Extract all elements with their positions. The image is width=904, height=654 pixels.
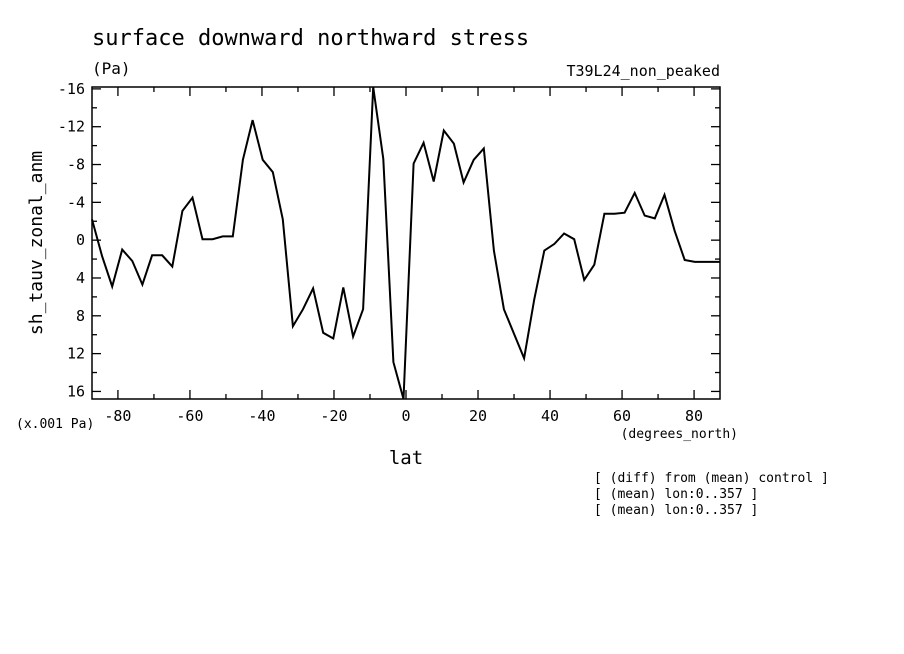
x-tick-label: 20 <box>469 407 487 425</box>
x-axis-ticks <box>117 87 695 399</box>
y-tick-label: 8 <box>76 307 85 325</box>
y-axis-label: sh_tauv_zonal_anm <box>26 151 47 335</box>
x-tick-label: -60 <box>176 407 203 425</box>
y-tick-label: 0 <box>76 231 85 249</box>
y-scale-label: (x.001 Pa) <box>16 417 94 432</box>
annotation-line-2: [ (mean) lon:0..357 ] <box>594 487 758 502</box>
x-tick-labels: -80 -60 -40 -20 0 20 40 60 80 <box>104 407 703 425</box>
y-tick-label: 4 <box>76 269 85 287</box>
y-tick-label: -16 <box>58 80 85 98</box>
y-tick-label: -12 <box>58 118 85 136</box>
x-tick-label: -20 <box>320 407 347 425</box>
x-axis-label: lat <box>389 447 423 469</box>
units-label: (Pa) <box>92 59 131 78</box>
x-units-label: (degrees_north) <box>621 427 738 442</box>
chart-title: surface downward northward stress <box>92 26 529 51</box>
x-tick-label: -80 <box>104 407 131 425</box>
annotation-line-3: [ (mean) lon:0..357 ] <box>594 503 758 518</box>
x-tick-label: 40 <box>541 407 559 425</box>
x-tick-label: 0 <box>401 407 410 425</box>
y-tick-label: -8 <box>67 156 85 174</box>
y-axis-ticks <box>92 88 720 393</box>
x-tick-label: 80 <box>685 407 703 425</box>
y-tick-labels: -16 -12 -8 -4 0 4 8 12 16 <box>58 80 85 401</box>
x-tick-label: 60 <box>613 407 631 425</box>
x-tick-label: -40 <box>248 407 275 425</box>
y-tick-label: 16 <box>67 382 85 400</box>
series-line <box>91 86 720 400</box>
annotation-line-1: [ (diff) from (mean) control ] <box>594 471 829 486</box>
y-tick-label: -4 <box>67 193 85 211</box>
y-tick-label: 12 <box>67 345 85 363</box>
run-label: T39L24_non_peaked <box>566 62 720 80</box>
